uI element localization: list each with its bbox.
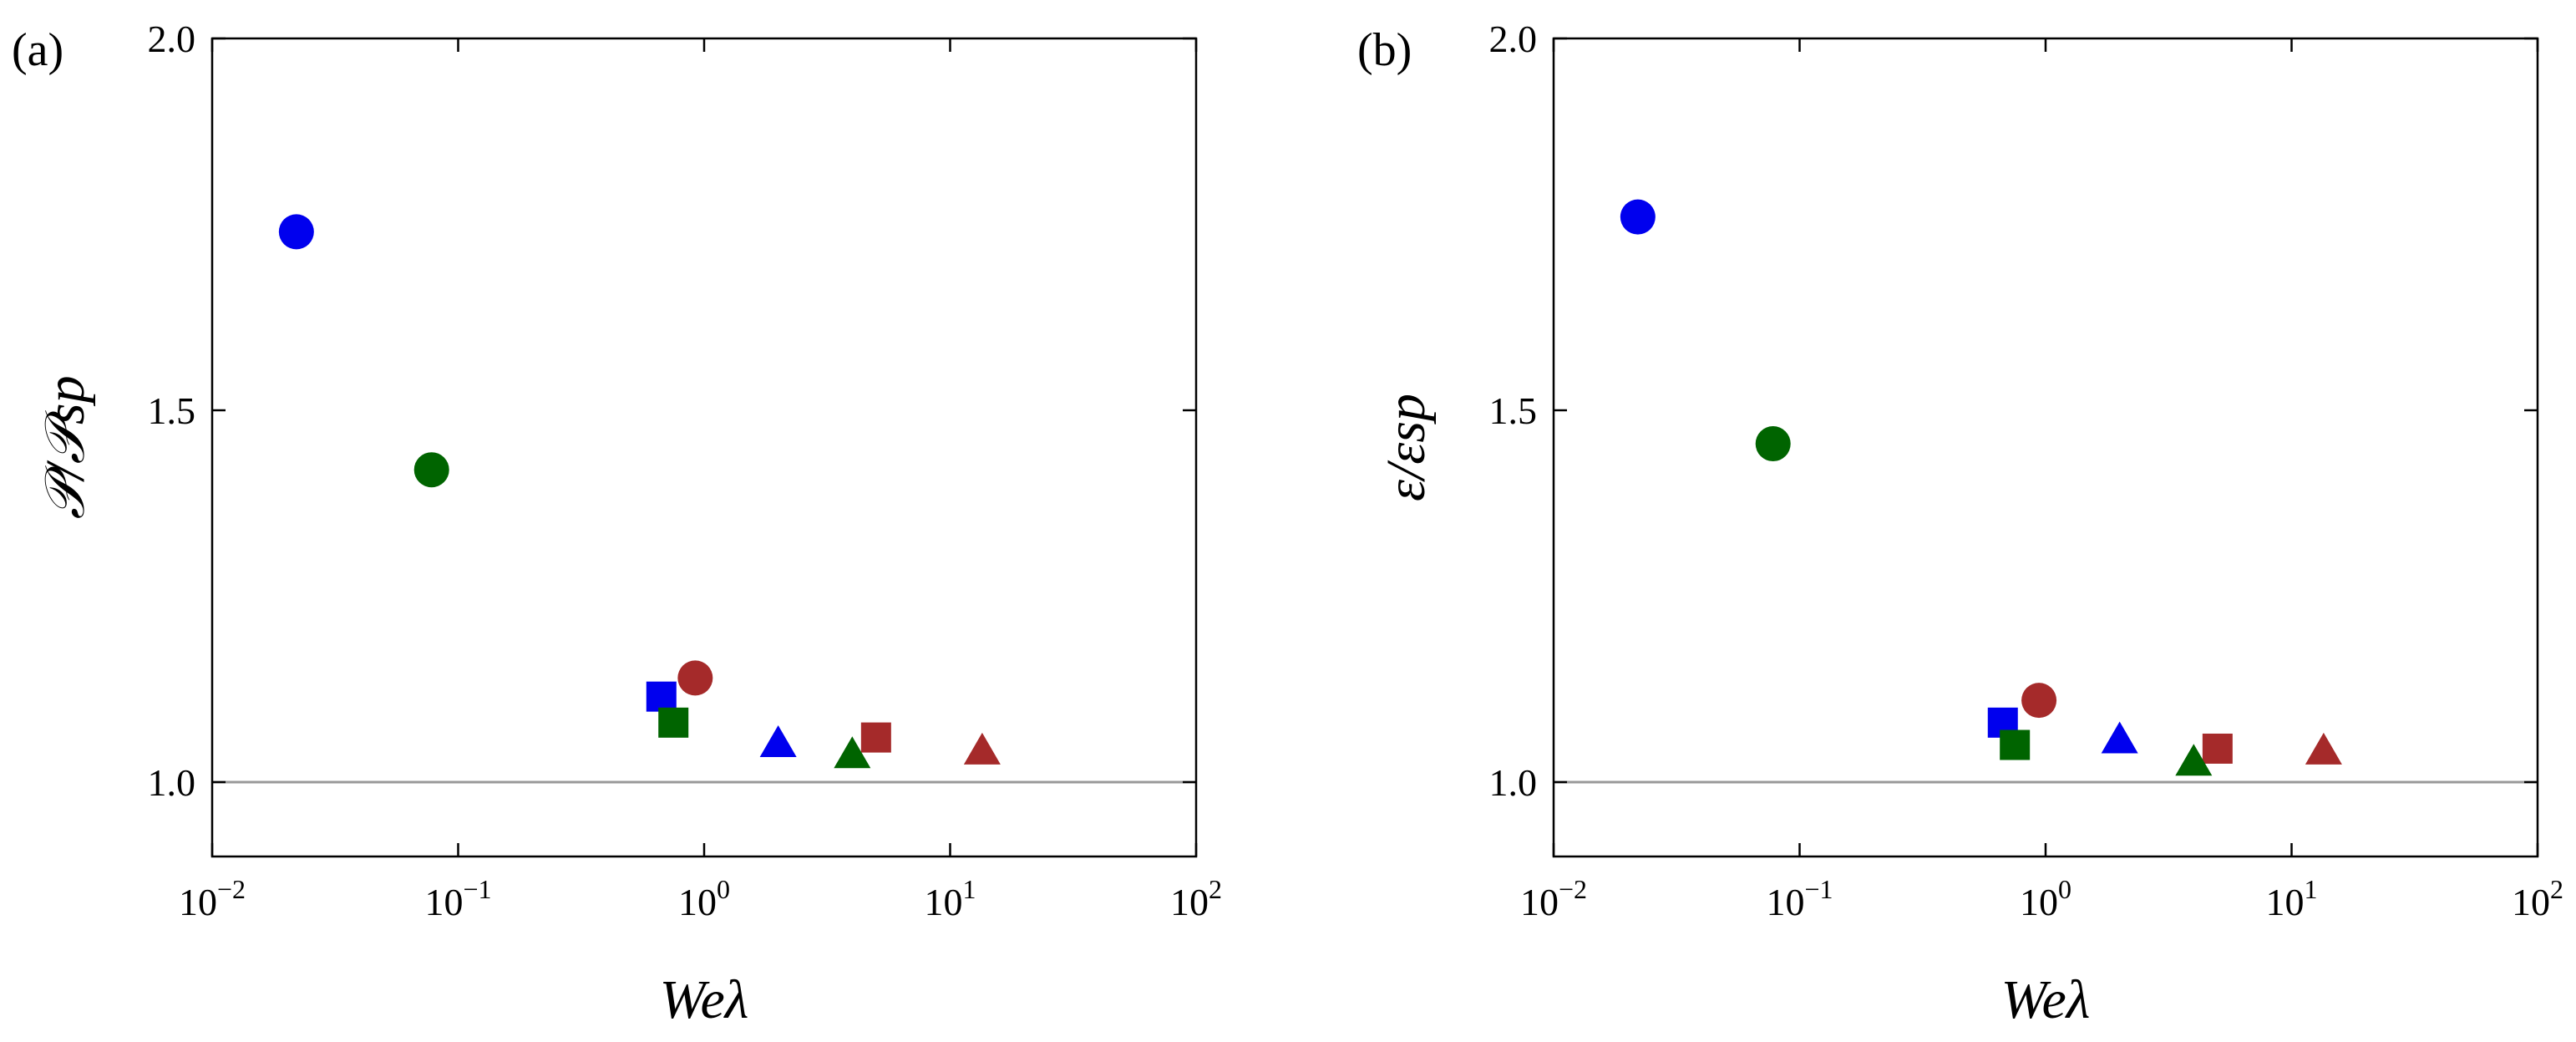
x-tick-label: 101 [2266, 874, 2318, 923]
data-point-square [2000, 729, 2031, 760]
x-tick-base: 10 [1520, 881, 1559, 923]
y-axis-title: 𝒫/𝒫sp [35, 375, 96, 519]
x-tick-exponent: 0 [2058, 874, 2071, 904]
x-tick-label: 102 [2512, 874, 2563, 923]
data-point-circle [413, 452, 449, 488]
x-tick-label: 10−1 [424, 874, 491, 923]
x-tick-exponent: 1 [2305, 874, 2318, 904]
y-tick-label: 1.0 [1489, 761, 1538, 804]
y-tick-label: 2.0 [148, 18, 196, 60]
x-tick-label: 10−2 [179, 874, 246, 923]
plot-frame [210, 37, 1198, 858]
data-point-circle [1755, 426, 1791, 462]
y-tick-label: 1.5 [148, 389, 196, 432]
data-point-circle [1620, 199, 1656, 235]
data-point-circle [278, 214, 314, 250]
panel-label: (a) [12, 24, 63, 76]
x-tick-exponent: −1 [1804, 874, 1833, 904]
data-point-circle [2021, 683, 2057, 719]
data-point-triangle [2175, 744, 2213, 776]
x-tick-exponent: 2 [1209, 874, 1222, 904]
x-tick-label: 100 [2020, 874, 2071, 923]
x-tick-base: 10 [2512, 881, 2550, 923]
x-tick-exponent: 1 [963, 874, 976, 904]
data-point-triangle [2101, 721, 2138, 754]
x-tick-label: 101 [925, 874, 976, 923]
x-tick-exponent: −2 [1559, 874, 1587, 904]
x-tick-base: 10 [678, 881, 717, 923]
y-tick-label: 1.5 [1489, 389, 1538, 432]
x-tick-base: 10 [2020, 881, 2058, 923]
data-point-triangle [963, 732, 1001, 765]
data-point-circle [677, 660, 713, 696]
y-tick-label: 1.0 [148, 761, 196, 804]
x-tick-base: 10 [424, 881, 463, 923]
data-point-triangle [834, 736, 871, 769]
x-tick-exponent: −1 [463, 874, 491, 904]
x-tick-exponent: −2 [217, 874, 246, 904]
x-axis-title: Weλ [660, 969, 749, 1030]
x-axis-title: Weλ [2001, 969, 2091, 1030]
x-tick-exponent: 0 [717, 874, 730, 904]
x-tick-base: 10 [2266, 881, 2305, 923]
plot-frame [1552, 37, 2539, 858]
data-point-square [860, 722, 891, 753]
data-point-triangle [759, 724, 797, 757]
x-tick-label: 100 [678, 874, 730, 923]
data-point-triangle [2305, 732, 2342, 765]
data-point-square [2202, 733, 2233, 764]
x-tick-label: 10−2 [1520, 874, 1587, 923]
y-axis-title: ε/εsp [1376, 394, 1437, 501]
panel-label: (b) [1357, 24, 1412, 76]
x-tick-label: 102 [1170, 874, 1222, 923]
x-tick-base: 10 [1170, 881, 1209, 923]
x-tick-label: 10−1 [1766, 874, 1833, 923]
x-tick-base: 10 [179, 881, 217, 923]
data-point-square [646, 681, 677, 712]
data-point-square [658, 707, 689, 738]
x-tick-exponent: 2 [2550, 874, 2563, 904]
y-tick-label: 2.0 [1489, 18, 1538, 60]
x-tick-base: 10 [925, 881, 963, 923]
x-tick-base: 10 [1766, 881, 1804, 923]
